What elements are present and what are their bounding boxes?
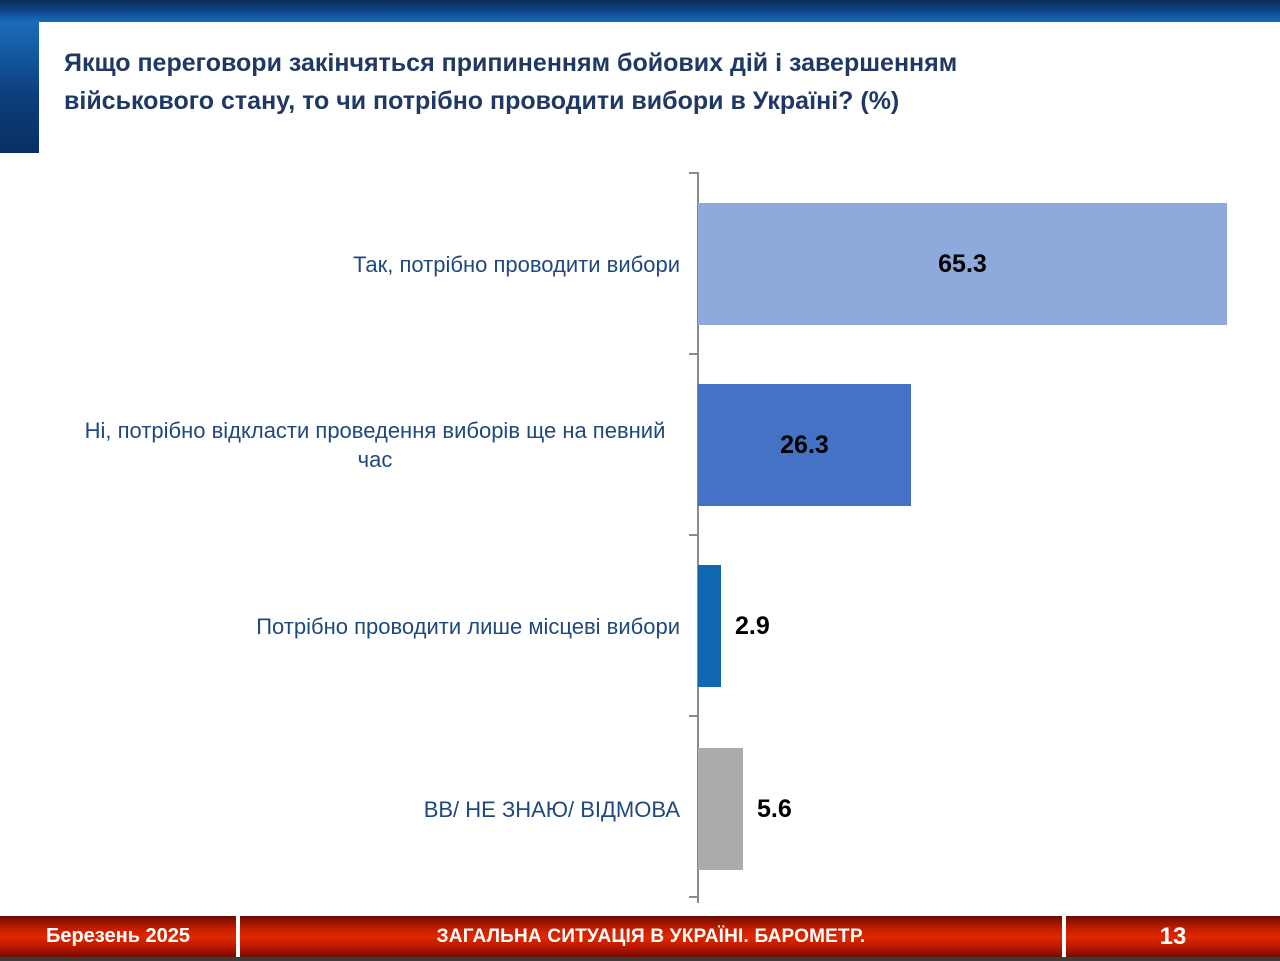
- axis-tick: [689, 534, 697, 536]
- category-label-text: ВВ/ НЕ ЗНАЮ/ ВІДМОВА: [423, 796, 680, 822]
- value-label: 5.6: [757, 748, 792, 870]
- bar-postpone: 26.3: [698, 384, 911, 506]
- footer-section-title: ЗАГАЛЬНА СИТУАЦІЯ В УКРАЇНІ. БАРОМЕТР.: [436, 925, 866, 947]
- slide-title: Якщо переговори закінчяться припиненням …: [64, 44, 1044, 120]
- footer-bottom-strip: [0, 957, 1280, 961]
- value-label: 2.9: [735, 565, 770, 687]
- axis-tick: [689, 353, 697, 355]
- left-accent-band: [0, 22, 39, 153]
- category-axis-line: [697, 172, 699, 903]
- footer-divider: [1062, 916, 1066, 957]
- category-label-text: Потрібно проводити лише місцеві вибори: [256, 613, 680, 639]
- footer-divider: [236, 916, 240, 957]
- category-label-yes: Так, потрібно проводити вибори: [353, 203, 680, 325]
- category-label-text: Ні, потрібно відкласти проведення виборі…: [84, 418, 666, 472]
- category-label-postpone: Ні, потрібно відкласти проведення виборі…: [70, 384, 680, 506]
- footer-date: Березень 2025: [45, 925, 191, 947]
- value-label: 26.3: [780, 430, 829, 459]
- axis-tick: [689, 715, 697, 717]
- axis-tick: [689, 172, 697, 174]
- footer-page-number: 13: [1159, 922, 1187, 950]
- bar-dontknow: [698, 748, 743, 870]
- value-label-text: 2.9: [735, 611, 770, 640]
- slide-title-line1: Якщо переговори закінчяться припиненням …: [64, 49, 958, 77]
- bar-yes: 65.3: [698, 203, 1227, 325]
- axis-tick: [689, 896, 697, 898]
- category-label-dontknow: ВВ/ НЕ ЗНАЮ/ ВІДМОВА: [424, 748, 680, 870]
- footer-band: Березень 2025 ЗАГАЛЬНА СИТУАЦІЯ В УКРАЇН…: [0, 916, 1280, 957]
- category-label-local-only: Потрібно проводити лише місцеві вибори: [256, 565, 680, 687]
- top-gradient-band: [0, 0, 1280, 22]
- category-label-text: Так, потрібно проводити вибори: [352, 251, 680, 277]
- value-label-text: 5.6: [757, 794, 792, 823]
- slide-title-line2: військового стану, то чи потрібно провод…: [64, 87, 900, 115]
- value-label: 65.3: [938, 249, 987, 278]
- bar-local-only: [698, 565, 721, 687]
